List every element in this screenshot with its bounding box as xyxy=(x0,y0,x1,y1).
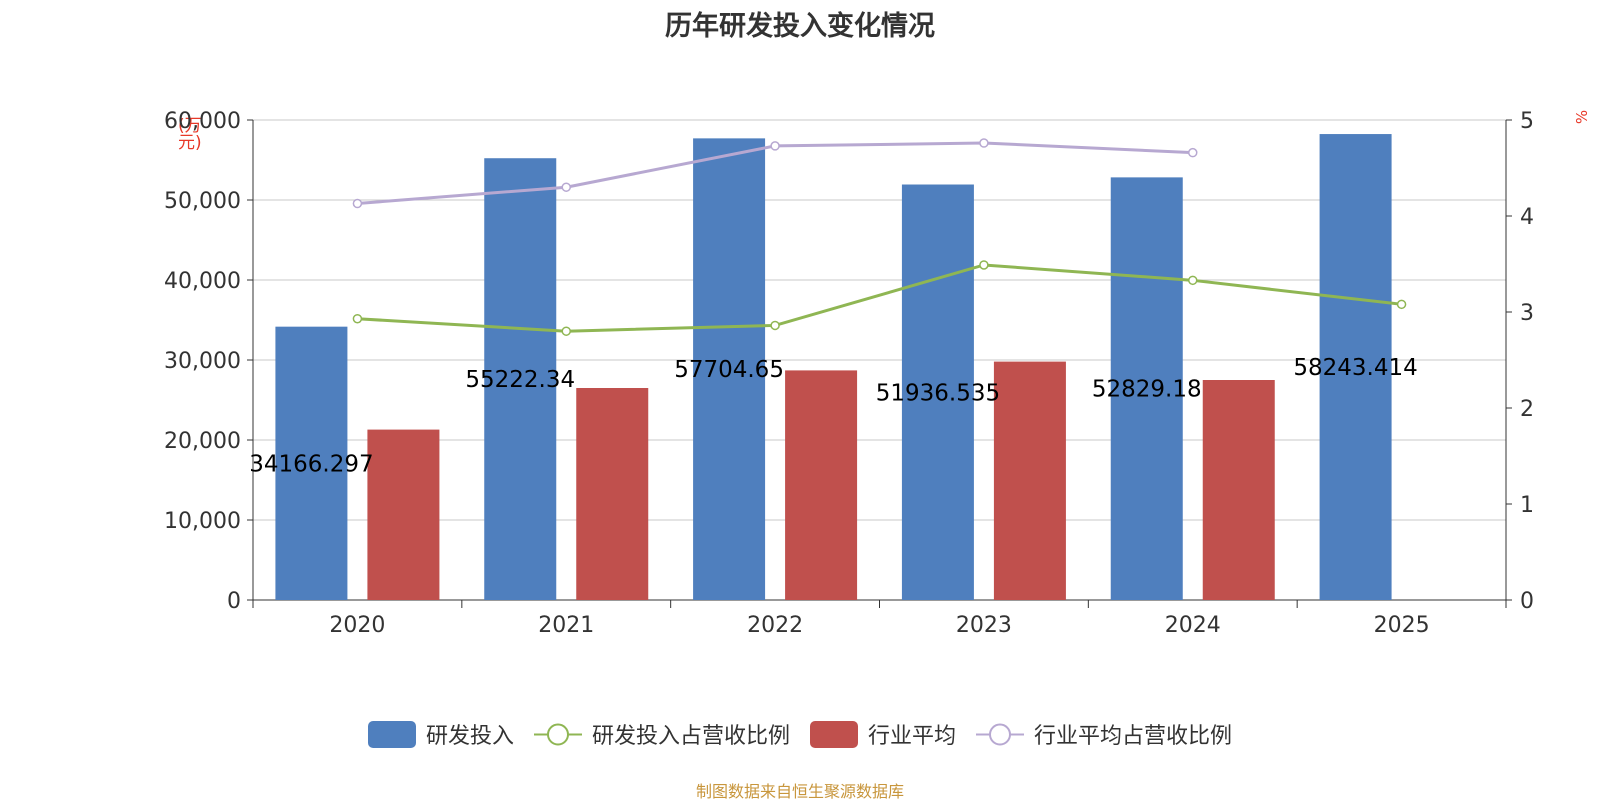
left-axis-tick-label: 50,000 xyxy=(164,189,241,214)
point-industry-ratio xyxy=(352,198,363,209)
left-axis-tick-label: 30,000 xyxy=(164,349,241,374)
legend-label-industry-ratio: 行业平均占营收比例 xyxy=(1034,724,1233,749)
bar-rd-investment xyxy=(693,138,766,600)
bar-industry-average xyxy=(785,370,858,600)
legend-label-industry-average: 行业平均 xyxy=(868,724,957,749)
point-industry-ratio xyxy=(979,138,989,148)
legend-item-rd-investment[interactable]: 研发投入 xyxy=(367,718,514,750)
point-rd-ratio xyxy=(1188,275,1198,286)
chart-plot: 0 10,000 20,000 30,000 40,000 50,000 60,000 0 1 2… xyxy=(164,109,1534,638)
data-label-rd-investment: 58243.414 xyxy=(1293,355,1417,381)
legend-item-industry-average[interactable]: 行业平均 xyxy=(810,718,956,750)
x-axis-tick-label: 2021 xyxy=(538,613,594,638)
legend-label-rd-ratio: 研发投入占营收比例 xyxy=(591,724,790,749)
left-axis-tick-label: 10,000 xyxy=(164,509,241,534)
point-industry-ratio xyxy=(1188,147,1198,158)
legend-swatch-industry-average xyxy=(810,720,858,748)
legend-item-rd-ratio[interactable]: 研发投入占营收比例 xyxy=(533,718,790,750)
right-axis-tick-label: 2 xyxy=(1520,397,1534,422)
x-axis-tick-label: 2023 xyxy=(956,613,1012,638)
bar-rd-investment xyxy=(901,184,974,600)
right-axis-tick-label: 3 xyxy=(1520,301,1534,326)
legend-swatch-rd-ratio xyxy=(533,723,582,745)
legend-swatch-rd-investment xyxy=(367,720,416,748)
x-axis-tick-label: 2024 xyxy=(1165,613,1221,638)
point-industry-ratio xyxy=(770,141,780,151)
legend: 研发投入 研发投入占营收比例 行业平均 行业平均占营收比例 xyxy=(0,718,1600,750)
line-rd-ratio xyxy=(357,263,1402,333)
right-axis-tick-label: 0 xyxy=(1520,589,1534,614)
right-axis-tick-label: 5 xyxy=(1520,109,1534,134)
right-axis-tick-label: 1 xyxy=(1520,493,1534,518)
left-axis-unit: (万元) xyxy=(178,116,202,153)
bar-industry-average xyxy=(367,429,440,600)
bar-industry-average xyxy=(576,388,649,600)
point-rd-ratio xyxy=(1396,299,1407,310)
bar-rd-investment xyxy=(1319,134,1392,601)
point-rd-ratio xyxy=(979,260,989,270)
chart-title: 历年研发投入变化情况 xyxy=(665,11,935,42)
legend-label-rd-investment: 研发投入 xyxy=(425,724,514,749)
bar-rd-investment xyxy=(275,326,348,600)
data-label-rd-investment: 57704.65 xyxy=(674,357,784,383)
line-industry-ratio xyxy=(357,141,1193,206)
left-axis-tick-label: 0 xyxy=(227,589,241,614)
bar-rd-investment xyxy=(484,158,557,600)
data-label-rd-investment: 51936.535 xyxy=(876,380,1000,406)
point-rd-ratio xyxy=(561,326,571,336)
legend-swatch-industry-ratio xyxy=(976,723,1025,745)
data-label-rd-investment: 55222.34 xyxy=(465,367,575,393)
legend-item-industry-ratio[interactable]: 行业平均占营收比例 xyxy=(976,718,1232,750)
source-note: 制图数据来自恒生聚源数据库 xyxy=(695,782,904,801)
bar-industry-average xyxy=(993,361,1066,600)
x-axis-tick-label: 2022 xyxy=(747,613,803,638)
data-label-rd-investment: 52829.18 xyxy=(1092,377,1202,403)
x-axis-tick-label: 2020 xyxy=(329,613,385,638)
data-label-rd-investment: 34166.297 xyxy=(249,451,373,477)
point-rd-ratio xyxy=(352,313,363,324)
point-rd-ratio xyxy=(770,320,780,331)
left-axis-tick-label: 20,000 xyxy=(164,429,241,454)
x-axis-tick-label: 2025 xyxy=(1374,613,1430,638)
point-industry-ratio xyxy=(561,182,571,192)
left-axis-tick-label: 40,000 xyxy=(164,269,241,294)
left-axis-tick-label: 60,000 xyxy=(164,109,241,134)
bar-industry-average xyxy=(1202,380,1275,600)
bar-rd-investment xyxy=(1110,177,1183,600)
right-axis-tick-label: 4 xyxy=(1520,205,1534,230)
